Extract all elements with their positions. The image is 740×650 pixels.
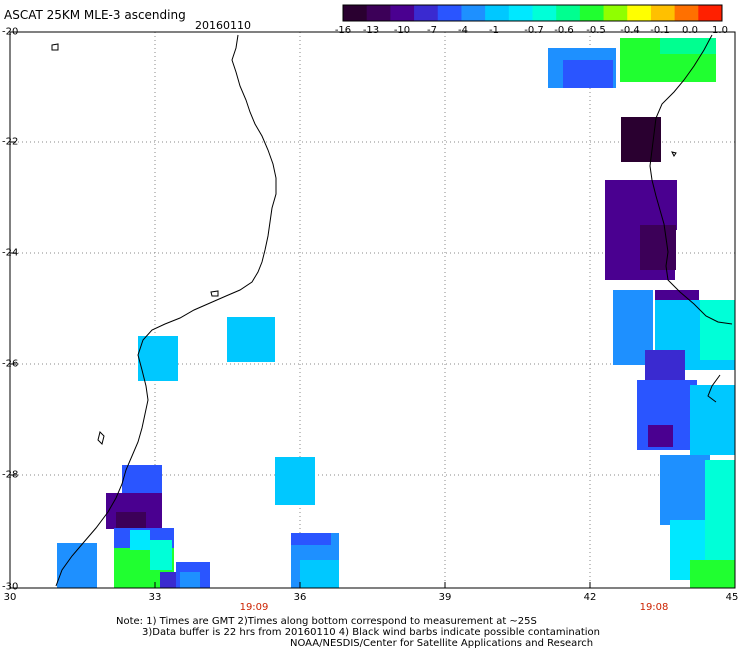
time-label: 19:08 (639, 602, 669, 613)
colorbar-segment (485, 5, 510, 21)
x-axis-label: 33 (148, 592, 162, 603)
swath-cell (275, 457, 315, 505)
colorbar-tick: -0.6 (554, 25, 574, 36)
swath-cell (660, 38, 716, 54)
swath-cell (660, 455, 710, 525)
y-axis-label: -22 (2, 136, 19, 148)
time-label: 19:09 (239, 602, 269, 613)
x-axis-label: 30 (3, 592, 17, 603)
colorbar-segment (437, 5, 462, 21)
swath-cell (180, 572, 200, 588)
swath-cell (130, 530, 150, 550)
swath-cell (138, 336, 178, 381)
swath-cell (622, 180, 677, 230)
coastline (55, 34, 733, 587)
swath-cell (160, 572, 176, 588)
date-label: 20160110 (195, 19, 251, 32)
colorbar-tick: 0.0 (682, 25, 698, 36)
colorbar-tick: -0.1 (650, 25, 670, 36)
axis-ticks (10, 141, 591, 588)
y-axis-label: -26 (2, 358, 19, 370)
colorbar-segment (343, 5, 368, 21)
swath-cell (690, 560, 735, 588)
swath-cell (690, 385, 735, 455)
x-axis-label: 36 (293, 592, 307, 603)
colorbar-segment (603, 5, 628, 21)
colorbar-segment (650, 5, 676, 21)
colorbar-segment (461, 5, 486, 21)
colorbar-segment (579, 5, 605, 21)
x-axis-label: 42 (583, 592, 597, 603)
islands (51, 43, 677, 445)
colorbar-tick: -7 (427, 25, 437, 36)
swath-cell (227, 317, 275, 362)
y-axis-label: -20 (2, 26, 19, 38)
colorbar-segment (366, 5, 391, 21)
swath-cell (291, 533, 331, 545)
colorbar-tick: 1.0 (712, 25, 728, 36)
colorbar-segment (556, 5, 581, 21)
swath-cell (150, 540, 172, 570)
colorbar-tick: -0.5 (586, 25, 606, 36)
colorbar-segment (627, 5, 652, 21)
plot-frame (9, 31, 736, 589)
x-axis-label: 45 (725, 592, 739, 603)
colorbar-segment (414, 5, 439, 21)
swath-cell (621, 117, 661, 162)
colorbar-border (342, 4, 723, 22)
colorbar-tick: -0.7 (524, 25, 544, 36)
colorbar-segment (698, 5, 723, 21)
x-axis-label: 39 (438, 592, 452, 603)
swath-cell (300, 560, 339, 588)
y-axis-label: -28 (2, 469, 19, 481)
y-axis-label: -24 (2, 247, 19, 259)
colorbar-tick: -0.4 (620, 25, 640, 36)
footnote-line-1: Note: 1) Times are GMT 2)Times along bot… (116, 616, 537, 627)
footnote-line-2: 3)Data buffer is 22 hrs from 20160110 4)… (142, 627, 600, 638)
swath-cell (563, 60, 613, 88)
colorbar-segment (508, 5, 533, 21)
colorbar-tick: -10 (393, 25, 411, 36)
page-title: ASCAT 25KM MLE-3 ascending (4, 8, 186, 22)
colorbar-tick: -13 (362, 25, 380, 36)
colorbar-segment (390, 5, 415, 21)
swath-cell (700, 300, 735, 360)
colorbar (342, 4, 723, 22)
colorbar-segment (674, 5, 699, 21)
y-axis-label: -30 (2, 581, 19, 593)
wind-swath-cells (57, 38, 735, 588)
colorbar-tick: -1 (489, 25, 499, 36)
colorbar-tick: -4 (458, 25, 468, 36)
swath-cell (122, 465, 162, 497)
swath-cell (640, 225, 676, 270)
footnote-line-3: NOAA/NESDIS/Center for Satellite Applica… (290, 638, 594, 649)
swath-cell (648, 425, 673, 447)
colorbar-tick: -16 (334, 25, 352, 36)
colorbar-segment (532, 5, 557, 21)
